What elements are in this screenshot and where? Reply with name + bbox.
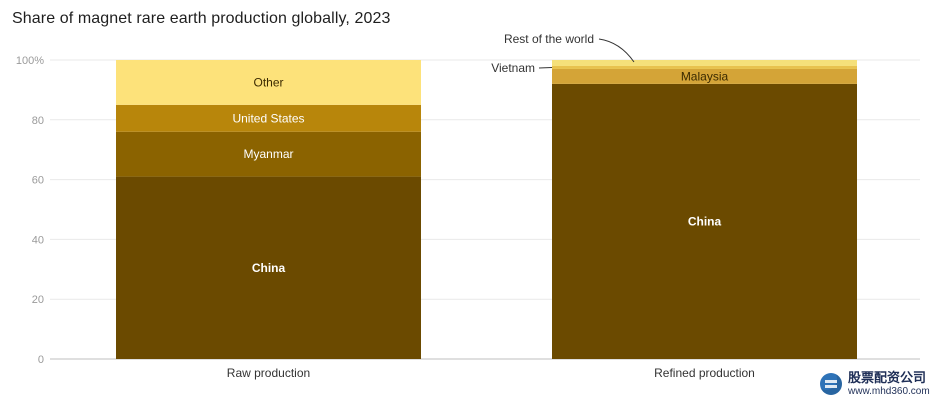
annotation-rest-of-world: Rest of the world	[504, 32, 594, 46]
chart-title: Share of magnet rare earth production gl…	[12, 10, 391, 27]
watermark-icon	[820, 373, 842, 395]
bar-segment-united-states	[116, 104, 421, 132]
segment-label-china: China	[688, 214, 722, 228]
bar-segment-china	[116, 176, 421, 359]
bar-segment-other	[116, 60, 421, 105]
watermark-logo: 股票配资公司 www.mhd360.com	[820, 371, 932, 399]
y-tick-label: 0	[38, 354, 44, 366]
watermark-sub-text: www.mhd360.com	[848, 386, 930, 397]
bar-segment-china	[552, 83, 857, 360]
bar-segment-vietnam	[552, 65, 857, 69]
y-tick-label: 60	[32, 175, 44, 187]
x-tick-label: Raw production	[227, 366, 310, 380]
bar-segment-rest-of-the-world	[552, 60, 857, 66]
segment-label-china: China	[252, 261, 286, 275]
annotation-leader-rest-of-world	[598, 38, 635, 63]
bar-segment-malaysia	[552, 68, 857, 84]
annotation-vietnam: Vietnam	[491, 61, 535, 75]
annotation-leader-vietnam	[538, 66, 553, 69]
x-tick-label: Refined production	[654, 366, 755, 380]
y-tick-label: 40	[32, 234, 44, 246]
bar-segment-myanmar	[116, 131, 421, 177]
segment-label-other: Other	[253, 75, 283, 89]
y-tick-label: 20	[32, 294, 44, 306]
segment-label-myanmar: Myanmar	[243, 147, 293, 161]
watermark-main-text: 股票配资公司	[848, 370, 927, 385]
y-tick-label: 80	[32, 115, 44, 127]
y-tick-label: 100%	[16, 55, 44, 67]
segment-label-united-states: United States	[232, 111, 304, 125]
segment-label-malaysia: Malaysia	[681, 69, 729, 83]
